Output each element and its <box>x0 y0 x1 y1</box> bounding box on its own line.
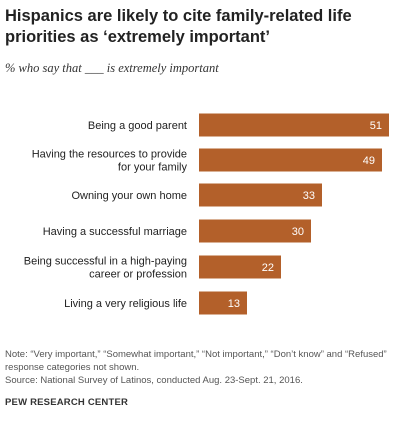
category-label: Having the resources to provide for your … <box>32 149 188 174</box>
bar <box>199 255 281 279</box>
bar <box>199 148 382 172</box>
bar <box>199 219 311 243</box>
bar-value-label: 33 <box>303 190 315 202</box>
bar-value-label: 49 <box>363 155 375 167</box>
bar <box>199 183 322 207</box>
category-label: Being successful in a high-paying career … <box>24 256 187 281</box>
category-label: Being a good parent <box>88 120 187 132</box>
bar-value-label: 30 <box>292 226 304 238</box>
bar-value-label: 51 <box>370 120 382 132</box>
bar <box>199 291 247 315</box>
category-label: Owning your own home <box>71 190 187 202</box>
chart-subtitle: % who say that ___ is extremely importan… <box>5 61 219 75</box>
bar <box>199 113 389 137</box>
category-label: Living a very religious life <box>64 298 187 310</box>
chart-title: Hispanics are likely to cite family-rela… <box>5 7 352 46</box>
category-label: Having a successful marriage <box>43 226 187 238</box>
bar-chart: 51 Being a good parent 49 Having the resour… <box>24 113 389 315</box>
bar-value-label: 22 <box>262 262 274 274</box>
chart-source: Source: National Survey of Latinos, cond… <box>5 375 303 386</box>
chart-note: Note: “Very important,” “Somewhat import… <box>5 349 387 373</box>
publisher-credit: PEW RESEARCH CENTER <box>5 397 129 408</box>
bar-value-label: 13 <box>228 298 240 310</box>
